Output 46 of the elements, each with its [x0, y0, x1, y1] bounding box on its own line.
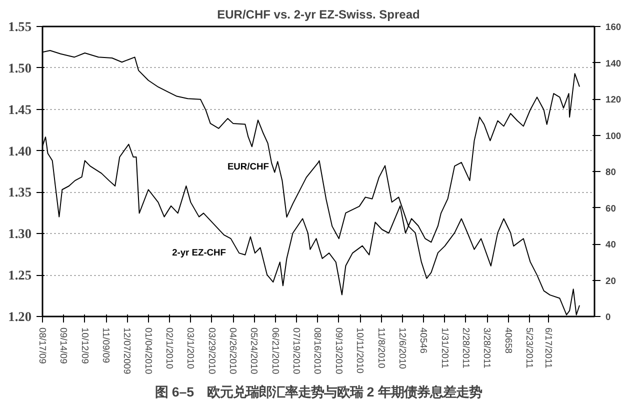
x-tick-label: 09/14/09 — [58, 328, 69, 364]
x-tick-label: 08/16/2010 — [312, 328, 323, 374]
y2-tick-label: 160 — [606, 22, 622, 32]
y2-tick-label: 120 — [606, 94, 622, 104]
x-tick-label: 09/13/2010 — [334, 328, 344, 374]
x-tick-label: 11/8/2010 — [376, 328, 386, 368]
series-label: 2-yr EZ-CHF — [172, 248, 226, 258]
y-tick-label: 1.40 — [8, 143, 32, 158]
x-tick-label: 07/19/2010 — [292, 328, 302, 374]
y2-tick-label: 60 — [606, 203, 616, 214]
x-tick-label: 01/04/2010 — [143, 328, 154, 374]
chart-title: EUR/CHF vs. 2-yr EZ-Swiss. Spread — [217, 8, 420, 22]
x-tick-label: 5/23/2011 — [524, 328, 534, 368]
y-tick-label: 1.50 — [8, 60, 32, 76]
x-tick-label: 03/29/2010 — [206, 328, 217, 374]
x-tick-label: 11/09/09 — [101, 328, 112, 364]
x-tick-label: 04/26/2010 — [228, 328, 238, 374]
y2-tick-label: 140 — [606, 58, 622, 68]
caption: 图 6–5 欧元兑瑞郎汇率走势与欧瑞 2 年期债券息差走势 — [155, 384, 482, 400]
x-tick-label: 12/07/2009 — [122, 328, 132, 374]
x-tick-label: 03/1/2010 — [186, 328, 196, 369]
x-tick-label: 05/24/2010 — [249, 328, 260, 374]
y2-tick-label: 80 — [606, 167, 616, 177]
x-tick-label: 10/11/2010 — [355, 328, 366, 374]
x-tick-label: 40658 — [503, 328, 514, 354]
y-tick-label: 1.45 — [8, 102, 32, 117]
x-tick-label: 1/31/2011 — [440, 328, 450, 368]
y-tick-label: 1.20 — [8, 309, 32, 324]
y2-tick-label: 40 — [606, 240, 616, 250]
y-tick-label: 1.30 — [8, 226, 32, 242]
x-tick-label: 02/1/2010 — [164, 328, 175, 369]
y-tick-label: 1.55 — [8, 19, 32, 34]
x-tick-label: 06/21/2010 — [270, 328, 280, 374]
x-tick-label: 2/28/2011 — [460, 328, 471, 368]
y2-tick-label: 0 — [606, 312, 611, 322]
x-tick-label: 6/17/2011 — [543, 328, 554, 368]
x-tick-label: 3/28/2011 — [482, 328, 492, 368]
series-label: EUR/CHF — [227, 162, 270, 172]
x-tick-label: 12/6/2010 — [397, 328, 408, 369]
y2-tick-label: 100 — [606, 130, 622, 141]
y2-tick-label: 20 — [606, 276, 616, 286]
x-tick-label: 08/17/09 — [38, 328, 48, 364]
y-tick-label: 1.25 — [8, 268, 32, 283]
x-tick-label: 40546 — [418, 328, 429, 354]
x-tick-label: 10/12/09 — [80, 328, 90, 364]
y-tick-label: 1.35 — [8, 184, 32, 200]
